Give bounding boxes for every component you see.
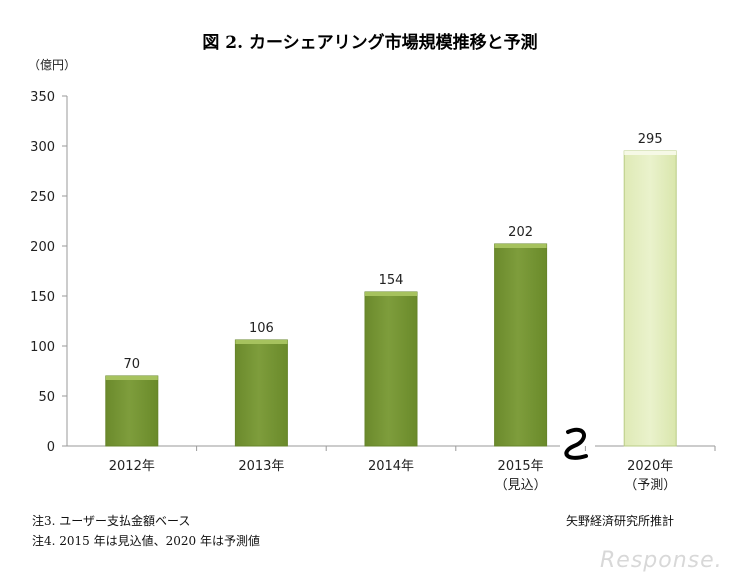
- y-axis-unit: （億円）: [28, 58, 77, 72]
- y-tick-label: 200: [30, 240, 55, 255]
- y-tick-label: 0: [47, 440, 55, 455]
- data-label: 154: [379, 273, 404, 288]
- y-tick-label: 300: [30, 140, 55, 155]
- bar-top: [235, 340, 288, 344]
- response-logo: Response.: [600, 548, 723, 573]
- data-label: 106: [249, 321, 274, 336]
- x-tick-label: 2014年: [368, 459, 414, 474]
- data-label: 70: [124, 357, 141, 372]
- x-tick-label: 2015年: [498, 459, 544, 474]
- bar: [234, 339, 288, 447]
- bar-top: [494, 244, 547, 248]
- data-label: 202: [508, 225, 533, 240]
- x-tick-label: 2020年: [627, 459, 673, 474]
- x-tick-label: 2012年: [109, 459, 155, 474]
- y-tick-label: 350: [30, 90, 55, 105]
- bar: [494, 243, 548, 447]
- source-credit: 矢野経済研究所推計: [566, 514, 675, 528]
- bar: [364, 291, 418, 447]
- y-tick-label: 50: [38, 390, 55, 405]
- x-tick-label: 2013年: [238, 459, 284, 474]
- note-3: 注3. ユーザー支払金額ベース: [32, 514, 191, 528]
- y-tick-label: 100: [30, 340, 55, 355]
- y-tick-label: 250: [30, 190, 55, 205]
- note-4: 注4. 2015 年は見込値、2020 年は予測値: [32, 534, 260, 548]
- bar: [105, 375, 159, 447]
- x-tick-label: （見込）: [495, 478, 547, 493]
- bar-top: [624, 151, 677, 155]
- bar-chart: 0 50 100 150 200 250 300 350 70 2012年 106 2013年 154 2…: [30, 90, 716, 493]
- x-tick-label: （予測）: [624, 478, 676, 493]
- y-tick-label: 150: [30, 290, 55, 305]
- bar: [623, 150, 677, 447]
- data-label: 295: [638, 132, 663, 147]
- chart-title: 図 2. カーシェアリング市場規模推移と予測: [202, 33, 538, 53]
- axis-break-icon: [564, 427, 588, 460]
- bar-top: [365, 292, 417, 296]
- bar-top: [105, 376, 158, 380]
